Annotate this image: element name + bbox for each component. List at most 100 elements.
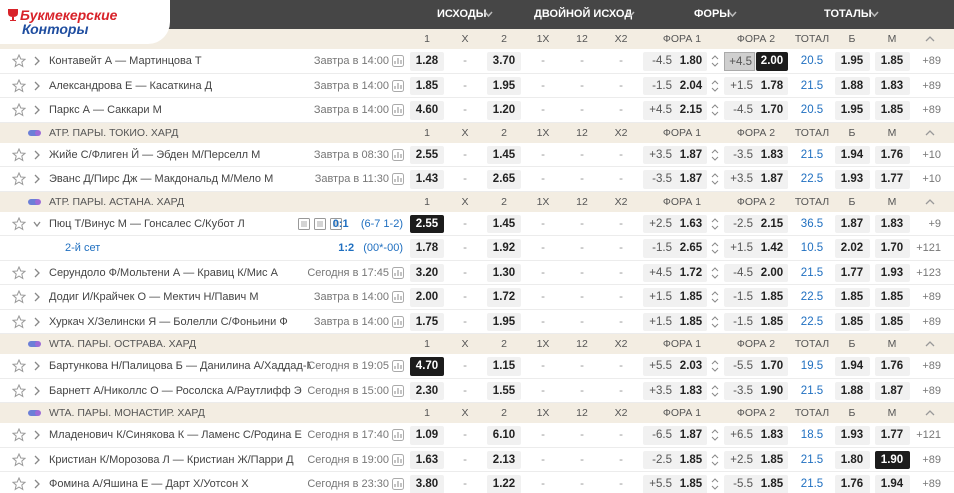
event-name[interactable]: Фомина А/Яшина Е — Дарт Х/Уотсон Х bbox=[49, 478, 249, 490]
odds-cell[interactable]: 6.10 bbox=[487, 426, 521, 445]
odds-cell[interactable]: 1.95 bbox=[834, 101, 870, 120]
odds-cell[interactable]: 1.85 bbox=[410, 76, 444, 95]
odds-cell[interactable]: 1.95 bbox=[487, 312, 521, 331]
more-markets[interactable]: +9 bbox=[928, 217, 941, 230]
more-markets[interactable]: +89 bbox=[922, 104, 941, 116]
odds-cell[interactable]: 3.20 bbox=[410, 263, 444, 282]
odds-cell[interactable]: 1.85 bbox=[675, 475, 707, 493]
odds-cell[interactable]: 1.42 bbox=[756, 239, 788, 258]
odds-cell[interactable]: 1.94 bbox=[834, 357, 870, 376]
odds-cell[interactable]: 1.09 bbox=[410, 426, 444, 445]
event-name[interactable]: Младенович К/Синякова К — Ламенс С/Родин… bbox=[49, 429, 302, 441]
odds-cell[interactable]: 1.85 bbox=[874, 288, 910, 307]
event-name[interactable]: Серундоло Ф/Мольтени А — Кравиц К/Мис А bbox=[49, 266, 278, 279]
odds-cell[interactable]: 2.00 bbox=[756, 52, 788, 71]
odds-cell[interactable]: 1.83 bbox=[675, 381, 707, 400]
odds-cell[interactable]: 1.87 bbox=[675, 170, 707, 189]
odds-cell[interactable]: 1.85 bbox=[874, 101, 910, 120]
odds-cell[interactable]: 2.65 bbox=[675, 239, 707, 258]
odds-cell[interactable]: 1.85 bbox=[675, 450, 707, 469]
odds-cell[interactable]: 1.85 bbox=[834, 288, 870, 307]
odds-cell[interactable]: 2.04 bbox=[675, 76, 707, 95]
odds-cell[interactable]: 1.76 bbox=[874, 145, 910, 164]
odds-cell[interactable]: 1.20 bbox=[487, 101, 521, 120]
more-markets[interactable]: +89 bbox=[922, 384, 941, 397]
odds-cell[interactable]: 1.45 bbox=[487, 145, 521, 164]
odds-cell[interactable]: 1.88 bbox=[834, 381, 870, 400]
header-tab[interactable]: ФОРЫ bbox=[694, 8, 731, 20]
event-name[interactable]: Паркс А — Саккари М bbox=[49, 104, 162, 116]
odds-cell[interactable]: 2.13 bbox=[487, 450, 521, 469]
event-name[interactable]: Жийе С/Флиген Й — Эбден М/Перселл М bbox=[49, 148, 261, 161]
odds-cell[interactable]: 1.85 bbox=[756, 475, 788, 493]
more-markets[interactable]: +89 bbox=[922, 315, 941, 328]
more-markets[interactable]: +89 bbox=[922, 291, 941, 303]
odds-cell[interactable]: 1.87 bbox=[675, 426, 707, 445]
odds-cell[interactable]: 1.83 bbox=[874, 76, 910, 95]
more-markets[interactable]: +10 bbox=[922, 148, 941, 161]
event-name[interactable]: Пюц Т/Винус М — Гонсалес С/Кубот Л bbox=[49, 217, 245, 230]
odds-cell[interactable]: 1.30 bbox=[487, 263, 521, 282]
event-name[interactable]: Бартункова Н/Палицова Б — Данилина А/Хад… bbox=[49, 360, 311, 372]
odds-cell[interactable]: 1.90 bbox=[874, 450, 910, 469]
odds-cell[interactable]: 2.55 bbox=[410, 214, 444, 233]
odds-cell[interactable]: 1.28 bbox=[410, 52, 444, 71]
header-tab[interactable]: ТОТАЛЫ bbox=[824, 8, 872, 20]
odds-cell[interactable]: 1.15 bbox=[487, 357, 521, 376]
odds-cell[interactable]: 2.55 bbox=[410, 145, 444, 164]
event-name[interactable]: Эванс Д/Пирс Дж — Макдональд М/Мело М bbox=[49, 173, 274, 185]
odds-cell[interactable]: 4.60 bbox=[410, 101, 444, 120]
odds-cell[interactable]: 1.70 bbox=[874, 239, 910, 258]
odds-cell[interactable]: 2.03 bbox=[675, 357, 707, 376]
odds-cell[interactable]: 1.77 bbox=[874, 426, 910, 445]
odds-cell[interactable]: 1.87 bbox=[756, 170, 788, 189]
odds-cell[interactable]: 1.45 bbox=[487, 214, 521, 233]
odds-cell[interactable]: 1.77 bbox=[874, 170, 910, 189]
odds-cell[interactable]: 1.85 bbox=[874, 312, 910, 331]
odds-cell[interactable]: 1.94 bbox=[874, 475, 910, 493]
odds-cell[interactable]: 1.76 bbox=[874, 357, 910, 376]
event-name[interactable]: Кристиан К/Морозова Л — Кристиан Ж/Парри… bbox=[49, 453, 294, 466]
event-name[interactable]: Александрова Е — Касаткина Д bbox=[49, 79, 213, 92]
odds-cell[interactable]: 4.70 bbox=[410, 357, 444, 376]
odds-cell[interactable]: 2.30 bbox=[410, 381, 444, 400]
odds-cell[interactable]: 1.85 bbox=[756, 450, 788, 469]
odds-cell[interactable]: 1.75 bbox=[410, 312, 444, 331]
odds-cell[interactable]: 1.70 bbox=[756, 357, 788, 376]
more-markets[interactable]: +89 bbox=[922, 453, 941, 466]
odds-cell[interactable]: 2.15 bbox=[675, 101, 707, 120]
odds-cell[interactable]: 2.15 bbox=[756, 214, 788, 233]
odds-cell[interactable]: 1.85 bbox=[675, 312, 707, 331]
odds-cell[interactable]: 1.55 bbox=[487, 381, 521, 400]
odds-cell[interactable]: 1.85 bbox=[874, 52, 910, 71]
odds-cell[interactable]: 1.63 bbox=[410, 450, 444, 469]
more-markets[interactable]: +89 bbox=[922, 478, 941, 490]
odds-cell[interactable]: 1.78 bbox=[410, 239, 444, 258]
odds-cell[interactable]: 2.65 bbox=[487, 170, 521, 189]
more-markets[interactable]: +121 bbox=[916, 242, 941, 254]
odds-cell[interactable]: 1.92 bbox=[487, 239, 521, 258]
more-markets[interactable]: +89 bbox=[922, 360, 941, 372]
header-tab[interactable]: ДВОЙНОЙ ИСХОД bbox=[534, 8, 633, 20]
odds-cell[interactable]: 1.85 bbox=[834, 312, 870, 331]
event-name[interactable]: 2-й сет bbox=[65, 242, 101, 254]
odds-cell[interactable]: 1.88 bbox=[834, 76, 870, 95]
more-markets[interactable]: +10 bbox=[922, 173, 941, 185]
odds-cell[interactable]: 2.00 bbox=[410, 288, 444, 307]
odds-cell[interactable]: 1.85 bbox=[756, 288, 788, 307]
odds-cell[interactable]: 1.90 bbox=[756, 381, 788, 400]
odds-cell[interactable]: 1.70 bbox=[756, 101, 788, 120]
odds-cell[interactable]: 1.43 bbox=[410, 170, 444, 189]
odds-cell[interactable]: 3.80 bbox=[410, 475, 444, 493]
odds-cell[interactable]: 1.72 bbox=[675, 263, 707, 282]
odds-cell[interactable]: 1.87 bbox=[675, 145, 707, 164]
odds-cell[interactable]: 1.94 bbox=[834, 145, 870, 164]
odds-cell[interactable]: 1.93 bbox=[834, 170, 870, 189]
header-tab[interactable]: ИСХОДЫ bbox=[437, 8, 487, 20]
odds-cell[interactable]: 1.83 bbox=[756, 426, 788, 445]
odds-cell[interactable]: 1.95 bbox=[834, 52, 870, 71]
more-markets[interactable]: +123 bbox=[916, 266, 941, 279]
event-name[interactable]: Барнетт А/Николлс О — Росолска А/Раутлиф… bbox=[49, 384, 302, 397]
event-name[interactable]: Хуркач Х/Зелински Я — Болелли С/Фоньини … bbox=[49, 315, 288, 328]
odds-cell[interactable]: 2.00 bbox=[756, 263, 788, 282]
